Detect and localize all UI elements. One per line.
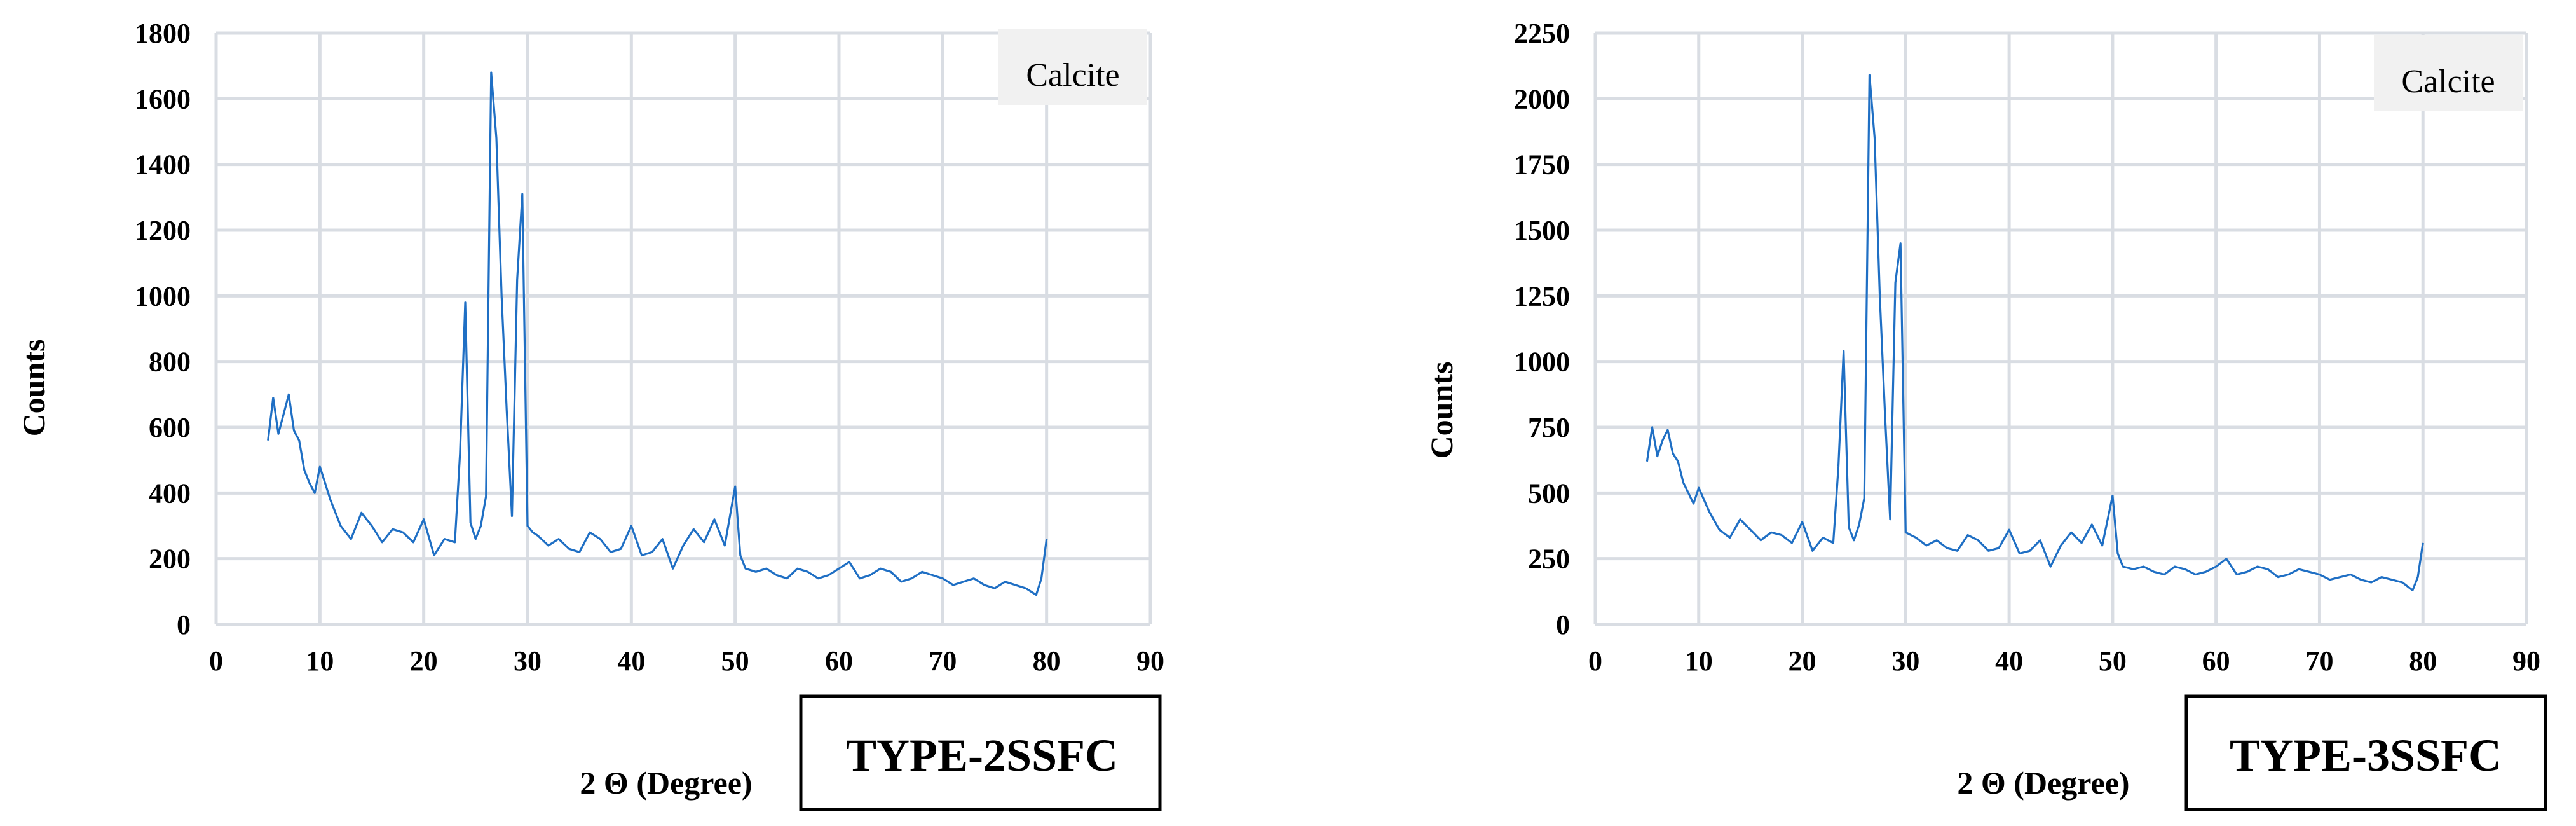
y-tick-label: 2250 xyxy=(1514,18,1570,49)
x-tick-label: 80 xyxy=(1033,645,1061,677)
x-tick-label: 80 xyxy=(2409,645,2437,677)
x-tick-label: 50 xyxy=(721,645,749,677)
x-tick-label: 20 xyxy=(1789,645,1816,677)
x-axis-title: 2 Θ (Degree) xyxy=(1957,765,2129,801)
y-tick-label: 1600 xyxy=(135,83,191,114)
x-tick-label: 0 xyxy=(1588,645,1602,677)
x-axis-title: 2 Θ (Degree) xyxy=(580,765,752,801)
y-tick-label: 1400 xyxy=(135,149,191,181)
y-tick-label: 0 xyxy=(177,609,191,640)
y-tick-label: 1750 xyxy=(1514,149,1570,181)
y-tick-label: 1250 xyxy=(1514,280,1570,312)
y-tick-label: 1200 xyxy=(135,215,191,246)
x-tick-label: 90 xyxy=(2512,645,2540,677)
xrd-chart-type-2ssfc: 0 10 20 30 40 50 60 70 80 90 0 200 400 600 800 1000 1200… xyxy=(16,18,1164,811)
y-tick-label: 400 xyxy=(149,478,191,509)
y-tick-label: 500 xyxy=(1528,478,1570,509)
x-tick-label: 0 xyxy=(209,645,223,677)
xrd-pattern-line xyxy=(1646,74,2424,591)
x-tick-label: 60 xyxy=(825,645,853,677)
y-tick-label: 0 xyxy=(1556,609,1570,640)
calcite-label-box xyxy=(998,29,1147,105)
sample-label: TYPE-3SSFC xyxy=(2230,730,2502,781)
sample-label-box xyxy=(799,694,1162,811)
x-tick-label: 60 xyxy=(2202,645,2230,677)
xrd-pattern-line xyxy=(267,71,1048,596)
calcite-annotation: Calcite xyxy=(1026,57,1119,93)
calcite-label-box xyxy=(2374,35,2523,111)
y-tick-label: 2000 xyxy=(1514,83,1570,114)
y-axis-title: Counts xyxy=(1424,362,1459,459)
x-tick-label: 70 xyxy=(929,645,957,677)
x-tick-label: 90 xyxy=(1136,645,1164,677)
y-tick-label: 1000 xyxy=(1514,347,1570,378)
x-tick-label: 10 xyxy=(306,645,334,677)
y-tick-label: 750 xyxy=(1528,412,1570,443)
y-tick-label: 250 xyxy=(1528,544,1570,575)
x-tick-label: 70 xyxy=(2305,645,2333,677)
y-axis-title: Counts xyxy=(16,340,51,437)
x-tick-label: 30 xyxy=(1891,645,1919,677)
calcite-annotation: Calcite xyxy=(2401,64,2495,100)
y-tick-label: 1500 xyxy=(1514,215,1570,246)
xrd-chart-type-3ssfc: 0 10 20 30 40 50 60 70 80 90 0 250 500 750 1000 1250 150… xyxy=(1424,18,2547,811)
y-tick-label: 1000 xyxy=(135,280,191,312)
x-tick-label: 30 xyxy=(514,645,542,677)
y-tick-label: 800 xyxy=(149,347,191,378)
sample-label-box xyxy=(2184,694,2547,811)
x-tick-label: 20 xyxy=(410,645,438,677)
sample-label: TYPE-2SSFC xyxy=(846,730,1118,781)
y-tick-label: 600 xyxy=(149,412,191,443)
y-tick-label: 1800 xyxy=(135,18,191,49)
x-tick-label: 10 xyxy=(1685,645,1713,677)
x-tick-label: 50 xyxy=(2099,645,2127,677)
x-tick-label: 40 xyxy=(1995,645,2023,677)
y-tick-label: 200 xyxy=(149,544,191,575)
x-tick-label: 40 xyxy=(617,645,645,677)
